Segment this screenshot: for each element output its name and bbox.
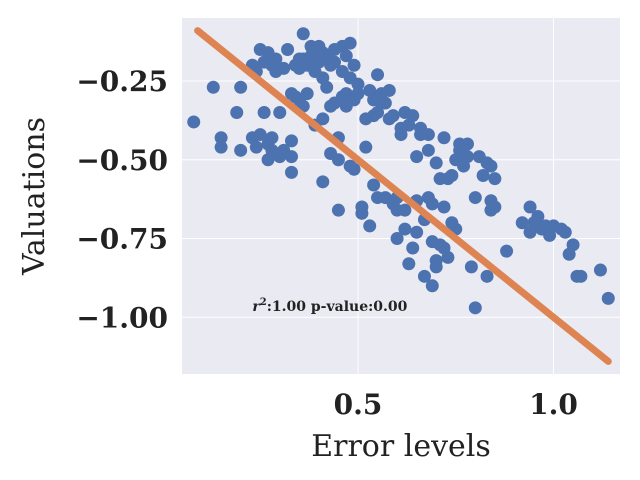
data-point — [351, 77, 365, 91]
x-tick-labels: 0.5 1.0 — [334, 388, 578, 421]
data-point — [480, 269, 494, 283]
data-point — [359, 140, 373, 154]
data-point — [468, 301, 482, 315]
data-point — [488, 172, 502, 186]
data-point — [429, 260, 443, 274]
data-point — [320, 80, 334, 94]
data-point — [214, 140, 228, 154]
annotation-r: r — [252, 299, 261, 315]
data-point — [296, 27, 310, 41]
data-point — [441, 250, 455, 264]
annotation-r-sup: 2 — [260, 297, 267, 308]
data-point — [437, 131, 451, 145]
data-point — [378, 96, 392, 110]
data-point — [230, 106, 244, 120]
data-point — [406, 241, 420, 255]
data-point — [331, 203, 345, 217]
data-point — [574, 269, 588, 283]
x-axis-label: Error levels — [311, 429, 491, 464]
data-point — [234, 80, 248, 94]
data-point — [281, 43, 295, 57]
data-point — [445, 169, 459, 183]
data-point — [367, 178, 381, 192]
data-point — [476, 169, 490, 183]
data-point — [425, 197, 439, 211]
data-point — [460, 150, 474, 164]
data-point — [273, 106, 287, 120]
data-point — [343, 36, 357, 50]
data-point — [316, 112, 330, 126]
data-point — [285, 134, 298, 148]
y-tick-label: −0.75 — [76, 223, 168, 256]
data-point — [523, 200, 537, 214]
data-point — [460, 137, 474, 151]
fit-annotation: r2:1.00 p-value:0.00 — [252, 297, 407, 315]
annotation-text: :1.00 p-value:0.00 — [267, 299, 408, 315]
data-point — [382, 83, 396, 97]
data-point — [402, 257, 416, 271]
data-point — [429, 156, 443, 170]
data-point — [355, 206, 369, 220]
data-point — [464, 260, 478, 274]
data-point — [394, 128, 408, 142]
data-point — [316, 175, 330, 189]
y-tick-label: −0.25 — [76, 65, 168, 98]
data-point — [386, 109, 400, 123]
data-point — [558, 225, 572, 239]
fit-line — [194, 27, 612, 365]
data-point — [421, 143, 435, 157]
y-tick-label: −1.00 — [76, 301, 168, 334]
data-point — [206, 80, 220, 94]
data-point — [531, 209, 545, 223]
data-point — [410, 225, 424, 239]
data-point — [269, 52, 283, 66]
data-point — [593, 263, 607, 277]
data-point — [417, 269, 431, 283]
data-point — [300, 87, 314, 101]
data-point — [257, 106, 271, 120]
data-point — [339, 49, 353, 63]
y-tick-labels: −1.00 −0.75 −0.50 −0.25 — [76, 65, 168, 334]
data-point — [351, 87, 365, 101]
data-point — [285, 150, 298, 164]
x-tick-label: 1.0 — [529, 388, 578, 421]
y-tick-label: −0.50 — [76, 144, 168, 177]
data-point — [601, 291, 615, 305]
data-point — [347, 58, 361, 72]
data-point — [515, 216, 529, 230]
data-point — [566, 238, 580, 252]
data-point — [398, 203, 412, 217]
data-point — [331, 153, 345, 167]
data-point — [398, 222, 412, 236]
y-axis-label: Valuations — [17, 117, 52, 276]
data-point — [437, 200, 451, 214]
scatter-points — [187, 27, 615, 315]
data-point — [371, 68, 385, 82]
data-point — [328, 55, 342, 69]
data-point — [347, 162, 361, 176]
x-tick-label: 0.5 — [334, 388, 383, 421]
data-point — [265, 131, 279, 145]
data-point — [253, 128, 267, 142]
data-point — [425, 279, 439, 293]
data-point — [234, 143, 248, 157]
data-point — [488, 200, 502, 214]
data-point — [277, 61, 291, 75]
data-point — [500, 244, 514, 258]
data-point — [468, 191, 482, 205]
data-point — [421, 128, 435, 142]
data-point — [249, 140, 263, 154]
data-point — [363, 219, 377, 233]
data-point — [410, 150, 424, 164]
data-point — [187, 115, 201, 129]
data-point — [390, 232, 404, 246]
data-point — [484, 159, 498, 173]
data-point — [214, 131, 228, 145]
data-point — [285, 165, 298, 179]
data-point — [406, 109, 420, 123]
